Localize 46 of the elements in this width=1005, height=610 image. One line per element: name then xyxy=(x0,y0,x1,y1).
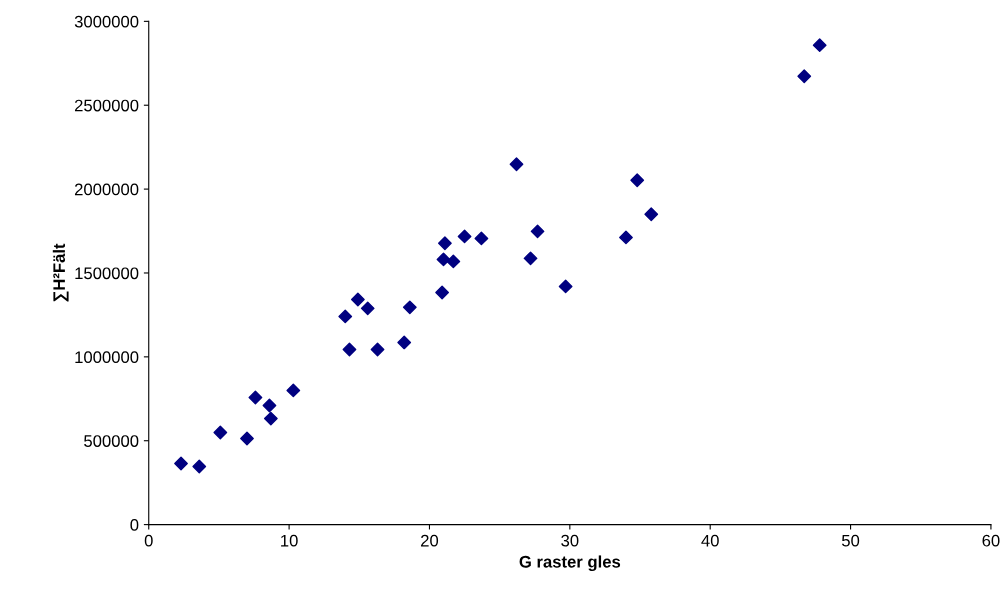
x-axis-title: G raster gles xyxy=(519,555,621,572)
point xyxy=(370,342,385,357)
x-tick-label: 30 xyxy=(561,534,579,547)
point xyxy=(530,224,545,239)
point xyxy=(509,157,524,172)
y-axis-title: ∑H²Fält xyxy=(52,243,69,302)
x-tick-label: 10 xyxy=(281,534,298,547)
y-tick-label: 0 xyxy=(130,519,139,531)
point xyxy=(248,390,263,405)
point xyxy=(360,301,375,316)
point xyxy=(446,254,461,269)
point xyxy=(438,236,452,251)
point xyxy=(192,459,207,474)
x-tick-label: 60 xyxy=(982,534,1000,547)
x-tick-label: 50 xyxy=(841,534,860,547)
point xyxy=(435,285,450,300)
point xyxy=(474,231,489,246)
point xyxy=(342,342,357,357)
y-tick-label: 500000 xyxy=(84,435,139,447)
x-tick-label: 40 xyxy=(701,534,719,547)
point xyxy=(436,252,451,267)
point xyxy=(350,292,365,307)
point xyxy=(213,425,228,440)
point xyxy=(402,300,417,315)
y-tick-label: 3000000 xyxy=(74,15,139,28)
point xyxy=(797,69,812,84)
point xyxy=(174,456,188,471)
y-tick-label: 1000000 xyxy=(75,351,139,364)
point xyxy=(558,279,573,294)
x-tick-label: 20 xyxy=(421,534,439,547)
point xyxy=(523,251,538,266)
y-tick-label: 2000000 xyxy=(74,183,139,196)
point xyxy=(338,309,353,324)
y-tick-label: 1500000 xyxy=(75,267,139,280)
point xyxy=(262,398,277,413)
point xyxy=(619,230,633,245)
point xyxy=(630,173,645,188)
point xyxy=(286,383,301,398)
point xyxy=(457,229,472,244)
point xyxy=(263,411,278,426)
x-tick-label: 0 xyxy=(144,534,153,547)
y-tick-label: 2500000 xyxy=(74,99,139,112)
point xyxy=(812,38,827,53)
point xyxy=(644,207,659,222)
point xyxy=(397,335,412,350)
point xyxy=(240,431,254,446)
